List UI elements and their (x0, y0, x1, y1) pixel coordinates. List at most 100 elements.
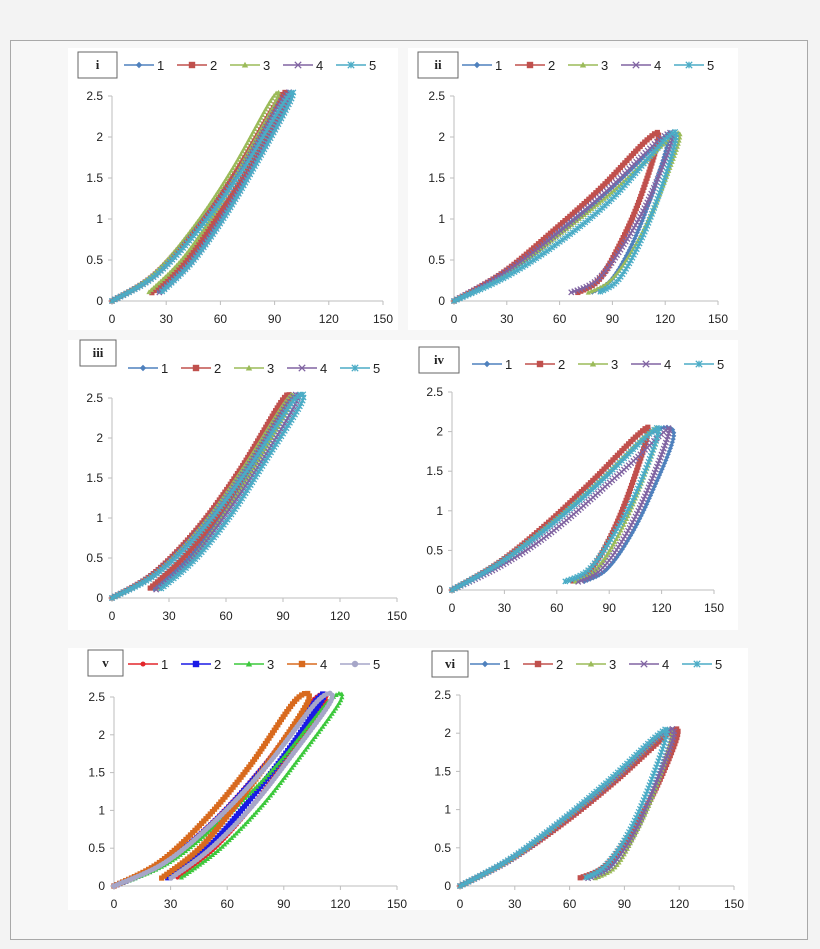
legend-label: 1 (503, 657, 510, 672)
data-point (257, 805, 263, 810)
data-point (310, 736, 316, 742)
data-point (519, 263, 526, 271)
legend-marker (579, 61, 587, 68)
data-point (235, 157, 241, 162)
y-tick-label: 2.5 (86, 89, 103, 103)
x-tick-label: 60 (553, 312, 567, 326)
data-point (299, 752, 305, 757)
data-point (275, 760, 282, 766)
data-point (255, 147, 262, 153)
data-point (315, 703, 322, 709)
legend-label: 4 (320, 657, 327, 672)
data-point (618, 538, 625, 545)
data-point (241, 172, 247, 178)
data-point (214, 848, 221, 853)
data-point (206, 226, 212, 232)
data-point (642, 426, 648, 432)
data-point (158, 278, 164, 284)
data-point (182, 253, 188, 258)
data-point (262, 740, 269, 747)
data-point (224, 199, 230, 205)
data-point (240, 823, 246, 829)
data-point (296, 732, 302, 738)
data-point (583, 874, 590, 881)
data-point (269, 790, 276, 796)
data-point (597, 867, 604, 874)
data-point (638, 193, 644, 200)
data-point (626, 223, 632, 229)
data-point (209, 197, 215, 203)
x-tick-label: 90 (603, 601, 617, 615)
data-point (268, 125, 274, 131)
data-point (303, 721, 309, 727)
x-tick-label: 150 (704, 601, 724, 615)
data-point (139, 281, 147, 288)
data-point (220, 204, 227, 211)
legend-entry: 5 (682, 657, 722, 672)
data-point (527, 258, 534, 265)
x-tick-label: 60 (214, 312, 228, 326)
data-point (231, 162, 238, 168)
legend-marker (245, 660, 253, 667)
legend-marker (473, 61, 481, 69)
data-point (288, 745, 294, 751)
data-point (630, 827, 636, 833)
legend-label: 3 (267, 657, 274, 672)
data-point (178, 874, 185, 880)
legend-label: 2 (548, 58, 555, 73)
data-point (165, 271, 171, 277)
data-point (191, 240, 198, 245)
data-point (616, 243, 622, 249)
data-point (575, 289, 581, 296)
data-point (290, 740, 296, 746)
data-point (642, 440, 649, 446)
x-tick-label: 30 (164, 897, 178, 911)
data-point (147, 585, 153, 591)
data-point (608, 282, 615, 289)
data-point (185, 846, 191, 852)
data-point (630, 479, 636, 485)
data-point (301, 724, 307, 730)
panel-label: vi (445, 656, 456, 671)
data-point (645, 172, 651, 178)
data-point (323, 718, 330, 724)
data-point (628, 829, 634, 836)
data-point (306, 741, 312, 747)
legend-entry: 1 (128, 361, 168, 376)
data-point (242, 143, 249, 148)
data-point (290, 724, 296, 730)
y-tick-label: 1.5 (428, 171, 445, 185)
data-point (197, 232, 203, 238)
legend-marker (640, 660, 648, 668)
data-point (224, 839, 230, 845)
y-tick-label: 2.5 (88, 690, 105, 704)
data-point (629, 214, 636, 220)
data-point (298, 710, 304, 716)
data-point (255, 120, 261, 126)
data-point (647, 166, 653, 172)
x-tick-label: 0 (111, 897, 118, 911)
data-point (176, 260, 182, 266)
data-point (611, 252, 618, 258)
data-point (516, 265, 524, 272)
data-point (193, 237, 199, 243)
data-point (677, 134, 683, 140)
data-point (599, 198, 605, 203)
data-point (514, 267, 521, 274)
data-point (670, 427, 676, 433)
data-point (642, 181, 648, 187)
y-tick-label: 2.5 (428, 89, 445, 103)
legend-label: 5 (717, 357, 724, 372)
data-point (675, 728, 681, 734)
data-point (307, 716, 313, 722)
data-point (234, 183, 240, 189)
data-point (253, 809, 259, 815)
data-point (148, 287, 154, 292)
data-point (662, 460, 668, 466)
data-point (667, 445, 674, 451)
legend-entry: 3 (578, 357, 618, 372)
data-point (562, 578, 569, 585)
